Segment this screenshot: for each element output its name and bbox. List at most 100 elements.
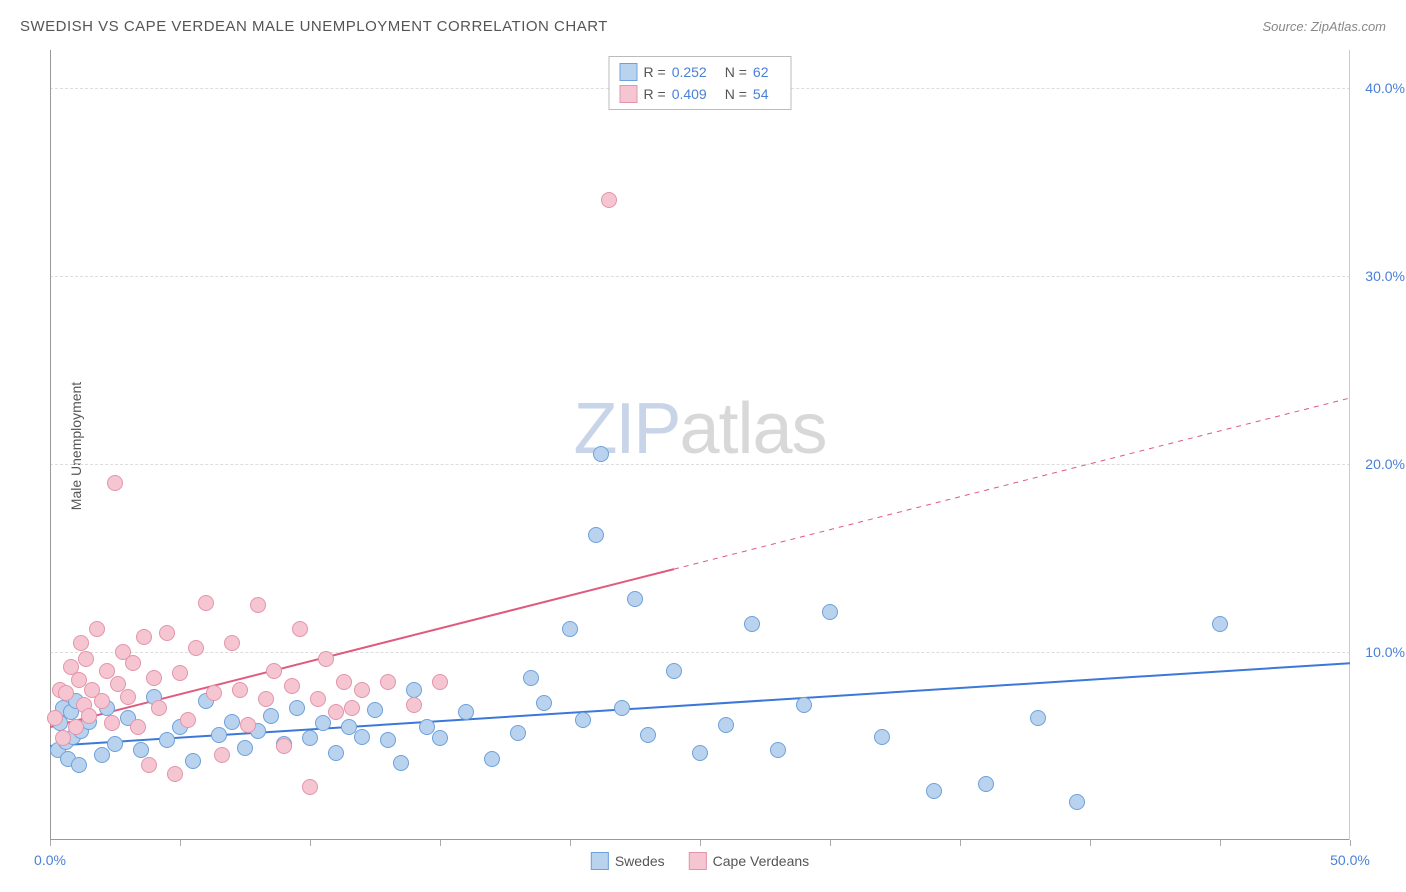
legend-r-value: 0.409 <box>672 86 707 102</box>
scatter-point-swedes <box>380 732 396 748</box>
scatter-point-cape_verdeans <box>136 629 152 645</box>
trend-solid-cape_verdeans <box>50 569 674 727</box>
scatter-point-swedes <box>718 717 734 733</box>
x-tick <box>700 840 701 846</box>
scatter-point-swedes <box>328 745 344 761</box>
scatter-point-swedes <box>627 591 643 607</box>
x-tick <box>570 840 571 846</box>
gridline <box>50 464 1350 465</box>
scatter-point-cape_verdeans <box>354 682 370 698</box>
legend-swatch <box>620 63 638 81</box>
scatter-point-cape_verdeans <box>318 651 334 667</box>
scatter-point-cape_verdeans <box>328 704 344 720</box>
x-tick-label: 50.0% <box>1330 852 1370 868</box>
scatter-point-cape_verdeans <box>58 685 74 701</box>
x-tick <box>960 840 961 846</box>
right-axis-line <box>1349 50 1350 840</box>
scatter-point-cape_verdeans <box>146 670 162 686</box>
scatter-point-cape_verdeans <box>159 625 175 641</box>
legend-n-value: 54 <box>753 86 769 102</box>
scatter-point-swedes <box>926 783 942 799</box>
scatter-point-cape_verdeans <box>214 747 230 763</box>
scatter-point-swedes <box>822 604 838 620</box>
scatter-point-cape_verdeans <box>232 682 248 698</box>
scatter-point-cape_verdeans <box>89 621 105 637</box>
scatter-point-cape_verdeans <box>107 475 123 491</box>
x-tick <box>180 840 181 846</box>
x-tick-label: 0.0% <box>34 852 66 868</box>
legend-swatch <box>620 85 638 103</box>
scatter-point-cape_verdeans <box>240 717 256 733</box>
scatter-point-swedes <box>237 740 253 756</box>
scatter-point-cape_verdeans <box>284 678 300 694</box>
plot-region: ZIPatlas R =0.252N =62R =0.409N =54 10.0… <box>50 50 1350 840</box>
scatter-point-swedes <box>1212 616 1228 632</box>
y-tick-label: 20.0% <box>1365 456 1405 472</box>
chart-title: SWEDISH VS CAPE VERDEAN MALE UNEMPLOYMEN… <box>20 18 608 35</box>
chart-area: ZIPatlas R =0.252N =62R =0.409N =54 10.0… <box>50 50 1350 840</box>
scatter-point-swedes <box>71 757 87 773</box>
scatter-point-cape_verdeans <box>601 192 617 208</box>
legend-n-label: N = <box>725 86 747 102</box>
scatter-point-cape_verdeans <box>250 597 266 613</box>
legend-n-label: N = <box>725 64 747 80</box>
scatter-point-swedes <box>536 695 552 711</box>
scatter-point-swedes <box>263 708 279 724</box>
scatter-point-cape_verdeans <box>188 640 204 656</box>
scatter-point-swedes <box>874 729 890 745</box>
legend-bottom: SwedesCape Verdeans <box>591 852 809 870</box>
legend-top-row: R = 0.409 N = 54 <box>620 83 781 105</box>
scatter-point-cape_verdeans <box>302 779 318 795</box>
y-tick-label: 30.0% <box>1365 268 1405 284</box>
scatter-point-swedes <box>107 736 123 752</box>
scatter-point-cape_verdeans <box>130 719 146 735</box>
scatter-point-swedes <box>159 732 175 748</box>
watermark-zip: ZIP <box>573 389 679 469</box>
trend-solid-swedes <box>50 663 1350 746</box>
x-tick <box>830 840 831 846</box>
scatter-point-cape_verdeans <box>336 674 352 690</box>
scatter-point-cape_verdeans <box>47 710 63 726</box>
scatter-point-swedes <box>185 753 201 769</box>
scatter-point-swedes <box>1030 710 1046 726</box>
scatter-point-swedes <box>1069 794 1085 810</box>
scatter-point-swedes <box>224 714 240 730</box>
scatter-point-cape_verdeans <box>141 757 157 773</box>
legend-r-label: R = <box>644 86 666 102</box>
scatter-point-swedes <box>692 745 708 761</box>
scatter-point-cape_verdeans <box>266 663 282 679</box>
legend-swatch <box>689 852 707 870</box>
scatter-point-swedes <box>133 742 149 758</box>
scatter-point-cape_verdeans <box>151 700 167 716</box>
scatter-point-cape_verdeans <box>258 691 274 707</box>
scatter-point-cape_verdeans <box>55 730 71 746</box>
legend-top-row: R =0.252N =62 <box>620 61 781 83</box>
scatter-point-swedes <box>796 697 812 713</box>
scatter-point-cape_verdeans <box>78 651 94 667</box>
chart-header: SWEDISH VS CAPE VERDEAN MALE UNEMPLOYMEN… <box>20 18 1386 35</box>
legend-swatch <box>591 852 609 870</box>
scatter-point-cape_verdeans <box>180 712 196 728</box>
watermark-atlas: atlas <box>679 389 826 469</box>
scatter-point-swedes <box>978 776 994 792</box>
scatter-point-cape_verdeans <box>292 621 308 637</box>
scatter-point-cape_verdeans <box>120 689 136 705</box>
scatter-point-cape_verdeans <box>224 635 240 651</box>
scatter-point-swedes <box>588 527 604 543</box>
x-tick <box>1350 840 1351 846</box>
gridline <box>50 652 1350 653</box>
scatter-point-cape_verdeans <box>432 674 448 690</box>
x-tick <box>1220 840 1221 846</box>
legend-bottom-item: Swedes <box>591 852 665 870</box>
x-tick <box>1090 840 1091 846</box>
legend-n-value: 62 <box>753 64 769 80</box>
scatter-point-swedes <box>666 663 682 679</box>
watermark: ZIPatlas <box>573 388 826 470</box>
scatter-point-cape_verdeans <box>344 700 360 716</box>
scatter-point-swedes <box>510 725 526 741</box>
y-tick-label: 40.0% <box>1365 80 1405 96</box>
scatter-point-cape_verdeans <box>94 693 110 709</box>
scatter-point-swedes <box>211 727 227 743</box>
gridline <box>50 276 1350 277</box>
x-tick <box>50 840 51 846</box>
